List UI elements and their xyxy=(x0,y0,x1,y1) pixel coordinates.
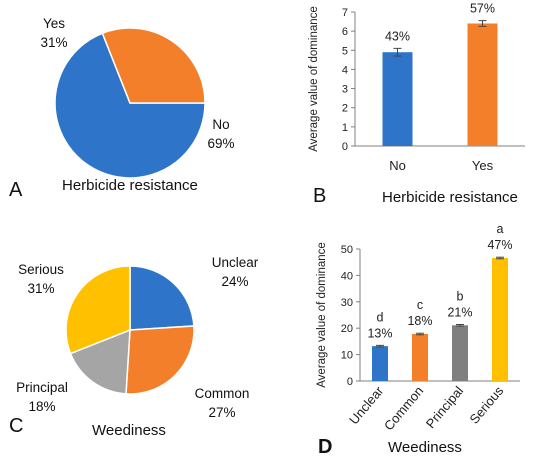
y-tick-label: 5 xyxy=(342,45,348,57)
pie-slice-principal xyxy=(69,328,131,395)
y-tick-label: 0 xyxy=(342,141,348,153)
bar-chart-herbicide-resistance: 0 1 2 3 4 5 6 7 Average value of dominance 43% No 5… xyxy=(308,2,525,173)
pie-percent-unclear: 24% xyxy=(221,274,248,289)
bar-common xyxy=(412,334,428,381)
data-label-serious: 47% xyxy=(487,238,512,252)
bar-no xyxy=(382,52,413,147)
pie-percent-common: 27% xyxy=(208,405,235,420)
pie-slice-serious xyxy=(65,265,131,355)
significance-letter-common: c xyxy=(417,298,423,312)
y-tick-label: 40 xyxy=(341,270,353,282)
data-label-common: 18% xyxy=(407,314,432,328)
y-axis-label: Average value of dominance xyxy=(308,6,320,152)
pie-chart-weediness: Unclear 24% Common 27% Principal 18% Serious 31… xyxy=(16,255,259,420)
pie-c-title: Weediness xyxy=(92,422,166,439)
bar-yes xyxy=(467,23,498,146)
bar-serious xyxy=(492,257,508,381)
pie-label-common: Common xyxy=(195,386,250,401)
y-tick-label: 10 xyxy=(341,350,353,362)
y-tick-label: 7 xyxy=(342,7,348,19)
y-tick-label: 1 xyxy=(342,122,348,134)
pie-percent-yes: 31% xyxy=(40,35,67,50)
pie-label-unclear: Unclear xyxy=(212,255,259,270)
pie-label-principal: Principal xyxy=(16,380,68,395)
y-tick-label: 50 xyxy=(341,244,353,256)
data-label-unclear: 13% xyxy=(367,326,392,340)
pie-percent-principal: 18% xyxy=(28,399,55,414)
panel-d: 0 10 20 30 40 50 Average value of dominance 13%… xyxy=(316,222,520,458)
y-tick-label: 6 xyxy=(342,26,348,38)
x-tick-label-serious: Serious xyxy=(466,383,506,427)
pie-chart-herbicide-resistance: No 69% Yes 31% xyxy=(40,16,235,179)
x-tick-label-unclear: Unclear xyxy=(346,383,387,427)
significance-letter-principal: b xyxy=(457,290,464,304)
significance-letter-unclear: d xyxy=(377,310,384,324)
pie-slice-unclear xyxy=(129,265,195,331)
x-tick-label-common: Common xyxy=(381,383,426,433)
pie-slice-common xyxy=(125,325,195,395)
panel-letter-c: C xyxy=(9,415,23,437)
bar-unclear xyxy=(372,346,388,381)
bar-principal xyxy=(452,325,468,381)
pie-slice-no xyxy=(54,32,206,179)
y-tick-label: 2 xyxy=(342,103,348,115)
x-tick-label-principal: Principal xyxy=(423,383,467,431)
significance-letter-serious: a xyxy=(497,222,504,236)
bar-chart-weediness: 0 10 20 30 40 50 Average value of dominance 13%… xyxy=(316,222,520,433)
panel-b: 0 1 2 3 4 5 6 7 Average value of dominance 43% No 5… xyxy=(308,2,525,207)
pie-percent-no: 69% xyxy=(207,136,234,151)
pie-label-no: No xyxy=(212,117,229,132)
y-tick-label: 0 xyxy=(347,376,353,388)
panel-a: No 69% Yes 31% A Herbicide resistance xyxy=(9,16,235,201)
pie-label-serious: Serious xyxy=(18,262,64,277)
panel-letter-d: D xyxy=(318,436,332,458)
pie-a-title: Herbicide resistance xyxy=(62,177,198,194)
y-tick-label: 20 xyxy=(341,323,353,335)
bar-d-xlabel: Weediness xyxy=(388,439,462,456)
x-tick-label-no: No xyxy=(389,158,406,173)
panel-letter-a: A xyxy=(9,179,23,201)
data-label-yes: 57% xyxy=(470,2,495,16)
y-tick-label: 30 xyxy=(341,297,353,309)
x-tick-label-yes: Yes xyxy=(472,158,494,173)
panel-c: Unclear 24% Common 27% Principal 18% Serious 31… xyxy=(9,255,259,439)
y-tick-label: 4 xyxy=(342,64,348,76)
panel-letter-b: B xyxy=(313,185,326,207)
y-tick-label: 3 xyxy=(342,84,348,96)
bar-b-xlabel: Herbicide resistance xyxy=(382,189,518,206)
data-label-principal: 21% xyxy=(447,306,472,320)
pie-percent-serious: 31% xyxy=(27,281,54,296)
y-axis-label: Average value of dominance xyxy=(316,242,328,388)
pie-label-yes: Yes xyxy=(43,16,65,31)
data-label-no: 43% xyxy=(385,29,410,43)
pie-slice-yes xyxy=(101,27,206,104)
